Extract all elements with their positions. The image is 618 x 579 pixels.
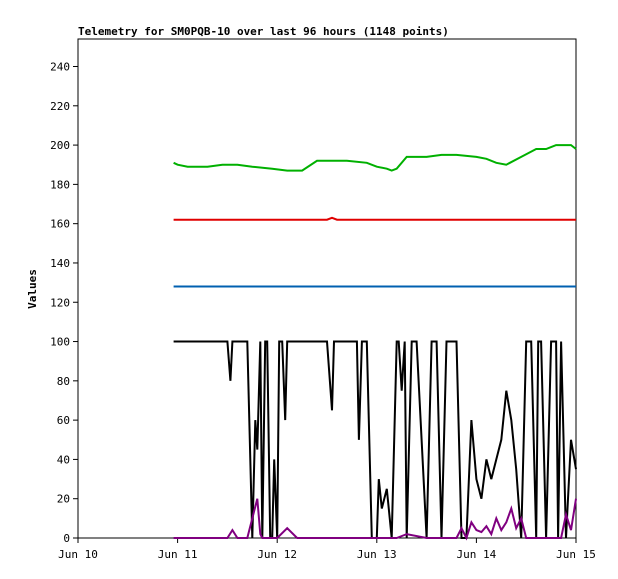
x-tick-label: Jun 13 (357, 548, 397, 561)
y-tick-label: 120 (50, 296, 70, 309)
y-tick-label: 100 (50, 336, 70, 349)
x-tick-label: Jun 14 (457, 548, 497, 561)
y-tick-label: 80 (57, 375, 70, 388)
y-tick-label: 180 (50, 178, 70, 191)
y-axis: 0 20 40 60 80 100 120 140 160 180 200 220 240 (50, 61, 78, 545)
y-tick-label: 240 (50, 61, 70, 74)
plot-frame (77, 38, 577, 539)
y-tick-label: 140 (50, 257, 70, 270)
x-tick-label: Jun 12 (257, 548, 297, 561)
series-line-5 (173, 498, 577, 541)
series-layer (173, 144, 577, 541)
y-tick-label: 200 (50, 139, 70, 152)
y-tick-label: 220 (50, 100, 70, 113)
series-line-2 (173, 216, 576, 221)
chart-title: Telemetry for SM0PQB-10 over last 96 hou… (78, 25, 449, 38)
y-tick-label: 0 (63, 532, 70, 545)
y-tick-label: 160 (50, 218, 70, 231)
series-line-4 (173, 340, 577, 539)
x-tick-label: Jun 15 (556, 548, 596, 561)
y-axis-label: Values (26, 269, 39, 309)
y-tick-label: 40 (57, 453, 70, 466)
x-tick-label: Jun 11 (158, 548, 198, 561)
y-tick-label: 20 (57, 493, 70, 506)
x-tick-label: Jun 10 (58, 548, 98, 561)
y-tick-label: 60 (57, 414, 70, 427)
series-line-1 (173, 144, 577, 172)
x-axis: Jun 10 Jun 11 Jun 12 Jun 13 Jun 14 Jun 15 (58, 538, 596, 561)
